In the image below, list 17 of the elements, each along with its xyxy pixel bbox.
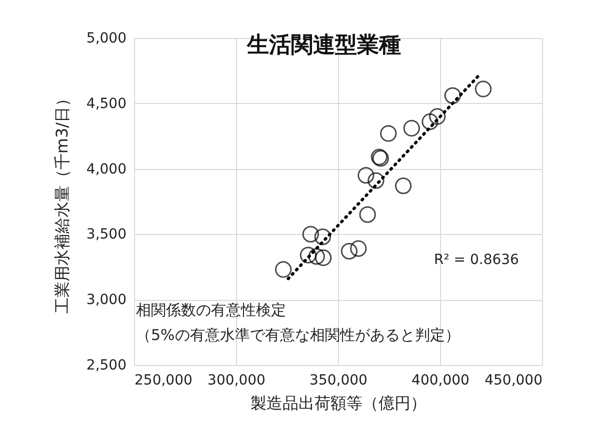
y-tick-label: 2,500 — [86, 358, 126, 374]
y-tick-label: 4,000 — [86, 161, 126, 178]
x-tick-label: 400,000 — [412, 372, 470, 388]
annotation: 相関係数の有意性検定 — [136, 301, 286, 319]
x-tick-label: 300,000 — [208, 372, 266, 388]
y-tick-label: 4,500 — [86, 96, 126, 112]
y-tick-label: 3,500 — [86, 226, 126, 243]
annotation: （5%の有意水準で有意な相関性があると判定） — [136, 326, 460, 344]
x-tick-label: 450,000 — [484, 372, 542, 388]
x-tick-label: 250,000 — [134, 372, 192, 388]
y-axis-title: 工業用水補給水量（千m3/日） — [52, 90, 72, 314]
y-tick-label: 3,000 — [86, 292, 126, 308]
x-axis-title: 製造品出荷額等（億円） — [250, 394, 426, 412]
chart-title: 生活関連型業種 — [246, 33, 401, 58]
annotation: R² = 0.8636 — [434, 252, 520, 268]
y-tick-label: 5,000 — [86, 30, 126, 46]
x-tick-label: 350,000 — [310, 372, 368, 388]
